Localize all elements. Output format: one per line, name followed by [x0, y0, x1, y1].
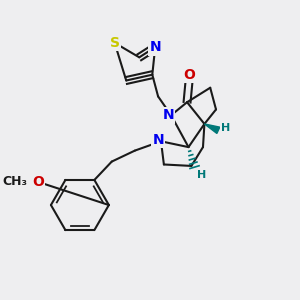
Text: H: H	[221, 123, 230, 133]
Text: H: H	[197, 170, 206, 181]
Text: CH₃: CH₃	[3, 176, 28, 188]
Text: N: N	[152, 133, 164, 147]
Polygon shape	[204, 124, 220, 134]
Text: N: N	[162, 108, 174, 122]
Text: O: O	[183, 68, 195, 82]
Text: O: O	[32, 175, 44, 189]
Text: S: S	[110, 36, 120, 50]
Text: N: N	[149, 40, 161, 54]
